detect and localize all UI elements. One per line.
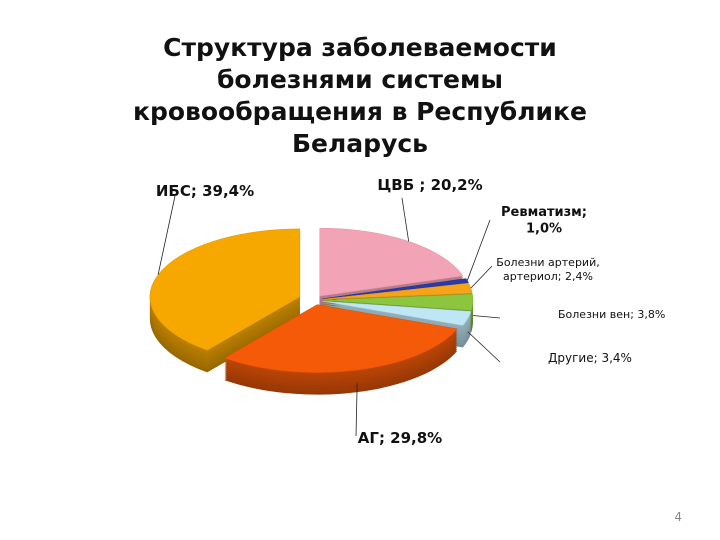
data-label: ЦВБ ; 20,2% bbox=[377, 176, 482, 194]
data-label: ИБС; 39,4% bbox=[156, 182, 254, 200]
slice bbox=[322, 293, 474, 311]
leader-line bbox=[157, 195, 176, 275]
label-line: ЦВБ ; 20,2% bbox=[377, 176, 482, 194]
leader-line bbox=[401, 197, 410, 242]
leader-line bbox=[467, 331, 501, 363]
slice bbox=[322, 300, 472, 326]
label-line: Болезни вен; 3,8% bbox=[558, 308, 665, 321]
data-label: Болезни вен; 3,8% bbox=[558, 308, 665, 321]
leader-line bbox=[470, 265, 493, 289]
slice bbox=[319, 227, 464, 297]
data-label: Другие; 3,4% bbox=[548, 351, 632, 365]
data-label: Болезни артерий, артериол; 2,4% bbox=[496, 256, 599, 283]
slice bbox=[223, 304, 458, 373]
label-line: Ревматизм; bbox=[501, 205, 587, 220]
label-line: Болезни артерий, bbox=[496, 256, 599, 269]
leader-line bbox=[472, 315, 501, 319]
data-label: АГ; 29,8% bbox=[358, 429, 442, 447]
slice-side bbox=[322, 303, 472, 328]
slice-side bbox=[322, 305, 472, 330]
label-line: АГ; 29,8% bbox=[358, 429, 442, 447]
label-line: ИБС; 39,4% bbox=[156, 182, 254, 200]
label-line: артериол; 2,4% bbox=[503, 270, 593, 283]
label-line: 1,0% bbox=[526, 221, 562, 236]
data-label: Ревматизм; 1,0% bbox=[501, 205, 587, 236]
page-number: 4 bbox=[674, 510, 682, 524]
leader-line bbox=[355, 383, 358, 437]
chart-title: Структура заболеваемости болезнями систе… bbox=[133, 33, 587, 158]
label-line: Другие; 3,4% bbox=[548, 351, 632, 365]
leader-line bbox=[466, 219, 491, 281]
